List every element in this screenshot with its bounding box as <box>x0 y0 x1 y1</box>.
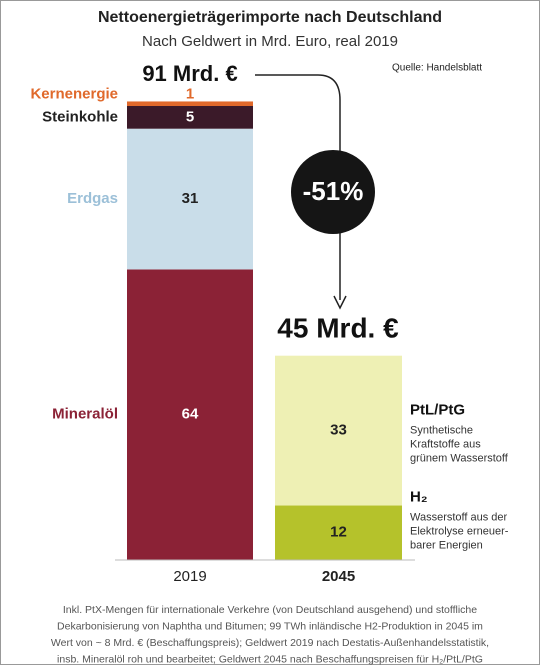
total-label: 45 Mrd. € <box>277 312 399 343</box>
total-label: 91 Mrd. € <box>142 61 237 86</box>
series-label: Kernenergie <box>30 85 118 102</box>
bar-segment <box>127 101 253 106</box>
series-description: barer Energien <box>410 539 483 551</box>
bar-segment <box>127 106 253 129</box>
bar-segment <box>275 505 402 560</box>
footnote: Inkl. PtX-Mengen für internationale Verk… <box>63 604 477 616</box>
series-description: Kraftstoffe aus <box>410 439 481 451</box>
chart-subtitle: Nach Geldwert in Mrd. Euro, real 2019 <box>142 33 398 50</box>
series-label: Mineralöl <box>52 406 118 423</box>
series-description: Elektrolyse erneuer- <box>410 525 509 537</box>
value-label: 1 <box>186 85 194 102</box>
footnote: Wert von ~ 8 Mrd. € (Beschaffungspreis);… <box>51 637 489 649</box>
value-label: 5 <box>186 108 194 125</box>
arrow <box>255 74 341 300</box>
value-label: 12 <box>330 524 347 541</box>
change-badge <box>291 150 375 234</box>
series-description: Synthetische <box>410 425 473 437</box>
x-tick-label: 2045 <box>322 568 355 585</box>
chart-title: Nettoenergieträgerimporte nach Deutschla… <box>98 9 442 26</box>
x-tick-label: 2019 <box>173 568 206 585</box>
series-label: H₂ <box>410 488 428 505</box>
arrow-head <box>333 295 347 310</box>
bar-segment <box>127 128 253 270</box>
source: Quelle: Handelsblatt <box>392 63 482 74</box>
series-description: Wasserstoff aus der <box>410 511 508 523</box>
value-label: 31 <box>182 190 199 207</box>
change-label: -51% <box>303 176 364 206</box>
value-label: 64 <box>182 406 199 423</box>
value-label: 33 <box>330 422 347 439</box>
series-label: Erdgas <box>67 190 118 207</box>
footnote: insb. Mineralöl roh und bearbeitet; Geld… <box>57 653 483 665</box>
series-label: PtL/PtG <box>410 402 465 419</box>
bar-segment <box>275 355 402 506</box>
series-description: grünem Wasserstoff <box>410 453 509 465</box>
footnote: Dekarbonisierung von Naphtha und Bitumen… <box>57 620 483 632</box>
bar-segment <box>127 269 253 560</box>
series-label: Steinkohle <box>42 108 118 125</box>
